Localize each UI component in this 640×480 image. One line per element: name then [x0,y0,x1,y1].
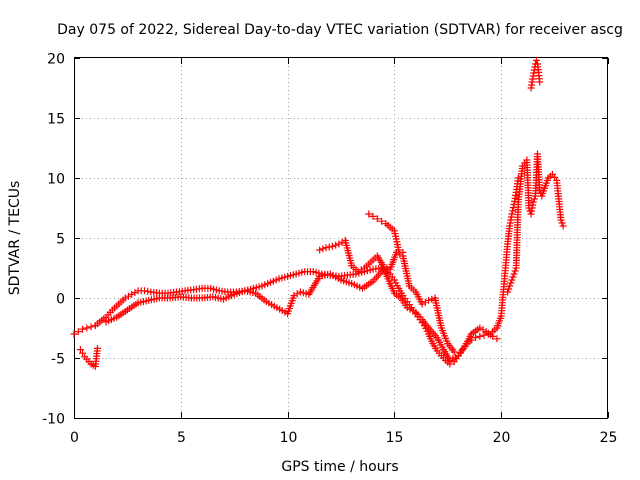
data-point-main-trend [508,210,516,218]
y-tick-label: 10 [47,172,65,188]
data-point-high-arc [369,212,377,220]
data-point-main-trend [476,332,484,340]
data-point-upper-branch [450,348,458,356]
data-point-late-rise [536,186,544,194]
data-point-late-rise [504,288,512,296]
data-point-late-rise [511,267,519,275]
x-tick-label: 0 [70,430,79,446]
data-point-lower-branch [493,335,501,343]
x-tick-label: 20 [493,430,511,446]
data-point-high-arc [399,248,407,256]
data-point-lower-branch [293,290,301,298]
grid [74,58,608,418]
y-axis-label: SDTVAR / TECUs [7,181,23,296]
data-point-late-rise [559,222,567,230]
data-point-main-trend [87,323,95,331]
data-point-late-rise [529,198,537,206]
data-point-late-rise [509,273,517,281]
data-marks [70,56,567,370]
data-point-upper-branch [328,242,336,250]
data-point-lower-branch [479,326,487,334]
data-point-main-trend [74,328,82,336]
data-point-main-trend [128,290,136,298]
data-point-main-trend [509,207,517,215]
y-tick-label: 0 [56,292,65,308]
data-point-high-arc [365,210,373,218]
x-tick-label: 15 [386,430,404,446]
data-point-upper-branch [319,245,327,253]
data-point-upper-branch [332,241,340,249]
data-point-high-arc [395,246,403,254]
data-point-late-rise [506,282,514,290]
data-point-late-rise [557,216,565,224]
y-tick-label: 20 [47,52,65,68]
data-point-upper-branch [383,264,391,272]
x-tick-label: 5 [177,430,186,446]
data-point-main-trend [79,325,87,333]
y-tick-label: -10 [42,412,65,428]
data-point-peak [532,56,540,64]
x-axis-label: GPS time / hours [281,459,398,475]
y-tick-label: -5 [51,352,65,368]
data-point-high-arc [373,215,381,223]
data-point-lower-branch [489,332,497,340]
data-point-upper-branch [335,240,343,248]
data-point-main-trend [83,324,91,332]
data-point-upper-branch [316,246,324,254]
chart-title: Day 075 of 2022, Sidereal Day-to-day VTE… [57,22,623,38]
data-point-late-rise [558,219,566,227]
data-point-upper-branch [380,263,388,271]
y-tick-label: 15 [47,112,65,128]
data-point-peak [536,78,544,86]
data-point-main-trend [472,334,480,342]
data-point-main-trend [70,330,78,338]
data-point-late-rise [530,195,538,203]
data-point-early-dip [76,346,84,354]
axis-ticks: 0 5 10 15 20 25 -10 -5 0 5 10 15 20 [42,52,617,447]
y-tick-label: 5 [56,232,65,248]
data-point-late-rise [507,279,515,287]
data-point-upper-branch [428,295,436,303]
x-tick-label: 25 [600,430,618,446]
data-point-early-dip [93,344,101,352]
data-point-high-arc [378,217,386,225]
data-point-main-trend [480,331,488,339]
data-point-main-trend [131,289,139,297]
data-point-upper-branch [338,238,346,246]
data-point-late-rise [508,276,516,284]
data-point-late-rise [510,270,518,278]
x-tick-label: 10 [280,430,298,446]
data-point-late-rise [505,285,513,293]
data-point-upper-branch [425,296,433,304]
data-point-early-dip [79,349,87,357]
